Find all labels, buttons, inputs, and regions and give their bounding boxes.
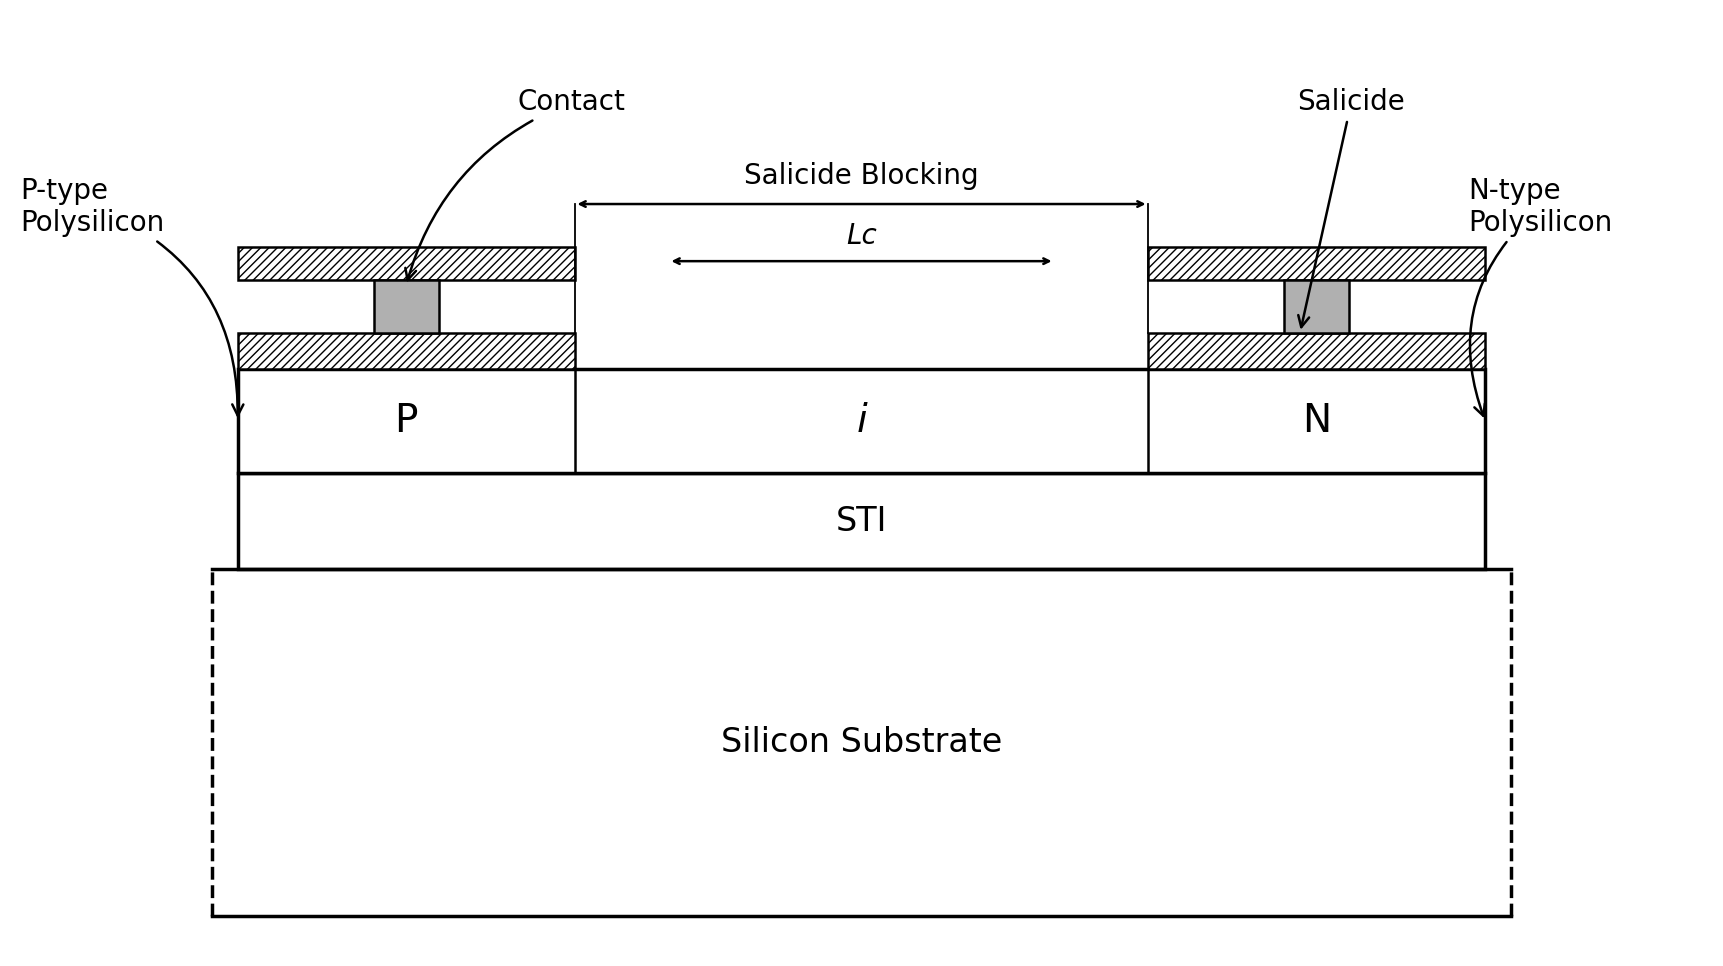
- Bar: [238, 473, 1485, 569]
- Bar: [238, 332, 574, 369]
- Bar: [238, 369, 1485, 473]
- Text: i: i: [856, 402, 867, 440]
- Text: Salicide Blocking: Salicide Blocking: [744, 161, 979, 189]
- Text: P: P: [395, 402, 419, 440]
- Text: N: N: [1303, 402, 1332, 440]
- Text: STI: STI: [836, 504, 887, 538]
- Text: N-type
Polysilicon: N-type Polysilicon: [1468, 177, 1613, 416]
- Bar: [1149, 247, 1485, 280]
- Text: Salicide: Salicide: [1297, 89, 1406, 327]
- Text: Silicon Substrate: Silicon Substrate: [720, 726, 1003, 759]
- Text: Contact: Contact: [405, 89, 625, 280]
- Bar: [1149, 332, 1485, 369]
- Bar: [1284, 280, 1349, 332]
- Text: Lc: Lc: [846, 222, 877, 250]
- Bar: [238, 247, 574, 280]
- Text: P-type
Polysilicon: P-type Polysilicon: [21, 177, 243, 415]
- Bar: [374, 280, 439, 332]
